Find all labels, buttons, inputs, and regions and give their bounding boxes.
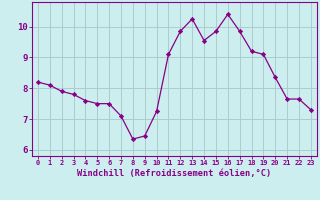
- X-axis label: Windchill (Refroidissement éolien,°C): Windchill (Refroidissement éolien,°C): [77, 169, 272, 178]
